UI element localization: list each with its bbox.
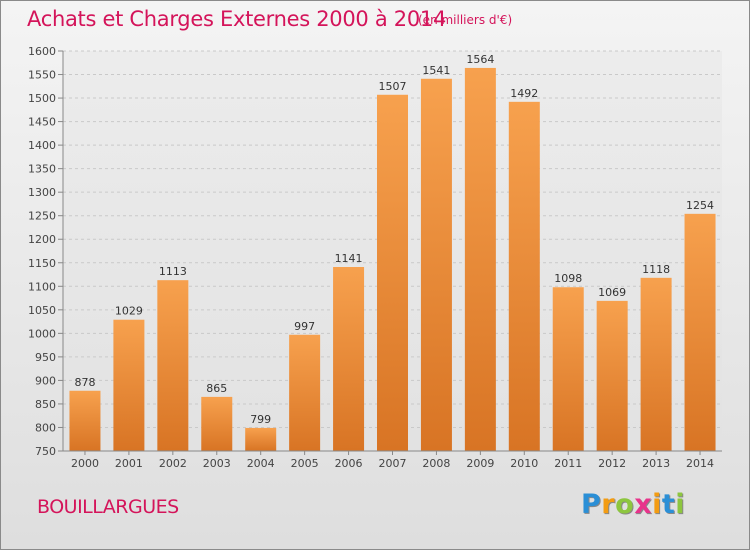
x-tick-label: 2005 — [291, 457, 319, 470]
bar-value-label: 799 — [250, 413, 271, 426]
x-tick-label: 2000 — [71, 457, 99, 470]
x-tick-label: 2014 — [686, 457, 714, 470]
proxiti-logo: Proxiti — [581, 489, 685, 520]
axes: 750 800 850 900 950 1000 1050 1100 1150 1200 1250 1… — [28, 45, 722, 470]
x-tick-label: 2006 — [335, 457, 363, 470]
y-tick-label: 1600 — [28, 45, 56, 58]
bar — [289, 334, 321, 451]
data-labels: 878 1029 1113 865 799 997 1141 1507 1541 1564 1492… — [74, 53, 714, 426]
logo-letter: i — [652, 489, 662, 520]
bar — [377, 94, 408, 451]
bar-value-label: 1492 — [510, 87, 538, 100]
y-tick-label: 1550 — [28, 69, 56, 82]
y-tick-label: 1300 — [28, 186, 56, 199]
bar — [420, 78, 452, 451]
bar — [596, 300, 628, 451]
bar — [640, 277, 672, 451]
bar — [69, 390, 101, 451]
y-tick-label: 1400 — [28, 139, 56, 152]
y-tick-label: 1100 — [28, 280, 56, 293]
x-tick-label: 2013 — [642, 457, 670, 470]
bar-value-label: 878 — [74, 376, 95, 389]
logo-letter: P — [581, 489, 602, 520]
x-tick-label: 2011 — [554, 457, 582, 470]
y-tick-label: 1000 — [28, 327, 56, 340]
x-tick-label: 2003 — [203, 457, 231, 470]
bar — [552, 287, 584, 451]
y-tick-label: 850 — [35, 398, 56, 411]
bar-value-label: 1141 — [335, 252, 363, 265]
bar-value-label: 1098 — [554, 272, 582, 285]
x-tick-label: 2001 — [115, 457, 143, 470]
bar-value-label: 1029 — [115, 305, 143, 318]
x-tick-label: 2004 — [247, 457, 275, 470]
y-tick-label: 800 — [35, 421, 56, 434]
place-name: BOUILLARGUES — [37, 496, 179, 518]
y-tick-label: 1250 — [28, 210, 56, 223]
y-tick-label: 950 — [35, 351, 56, 364]
bar — [508, 101, 540, 451]
bar-value-label: 1118 — [642, 263, 670, 276]
bar — [245, 427, 277, 451]
bar — [684, 213, 716, 451]
bar-value-label: 1541 — [422, 64, 450, 77]
bars — [69, 67, 716, 452]
bar-value-label: 1113 — [159, 265, 187, 278]
bar-value-label: 1564 — [466, 53, 494, 66]
chart-title: Achats et Charges Externes 2000 à 2014 — [27, 7, 447, 31]
y-tick-label: 750 — [35, 445, 56, 458]
x-tick-label: 2009 — [466, 457, 494, 470]
bar-value-label: 1254 — [686, 199, 714, 212]
bar — [201, 396, 233, 451]
bar-value-label: 1507 — [379, 80, 407, 93]
x-tick-label: 2007 — [379, 457, 407, 470]
logo-letter: x — [634, 489, 653, 520]
x-tick-label: 2008 — [422, 457, 450, 470]
y-tick-label: 1450 — [28, 116, 56, 129]
bar-value-label: 865 — [206, 382, 227, 395]
y-tick-label: 900 — [35, 374, 56, 387]
chart-subtitle: (en milliers d'€) — [418, 13, 513, 27]
bar — [157, 280, 189, 451]
bar — [333, 267, 365, 451]
bar-value-label: 997 — [294, 320, 315, 333]
y-tick-label: 1050 — [28, 304, 56, 317]
x-tick-label: 2012 — [598, 457, 626, 470]
bar — [464, 67, 496, 452]
bar — [113, 319, 145, 451]
x-tick-label: 2010 — [510, 457, 538, 470]
y-tick-label: 1150 — [28, 257, 56, 270]
logo-letter: o — [615, 489, 635, 520]
y-tick-label: 1200 — [28, 233, 56, 246]
logo-letter: i — [675, 489, 686, 520]
logo-letter: r — [601, 489, 616, 520]
bar-value-label: 1069 — [598, 286, 626, 299]
logo-letter: t — [661, 489, 676, 520]
x-tick-label: 2002 — [159, 457, 187, 470]
y-tick-label: 1350 — [28, 163, 56, 176]
y-tick-label: 1500 — [28, 92, 56, 105]
